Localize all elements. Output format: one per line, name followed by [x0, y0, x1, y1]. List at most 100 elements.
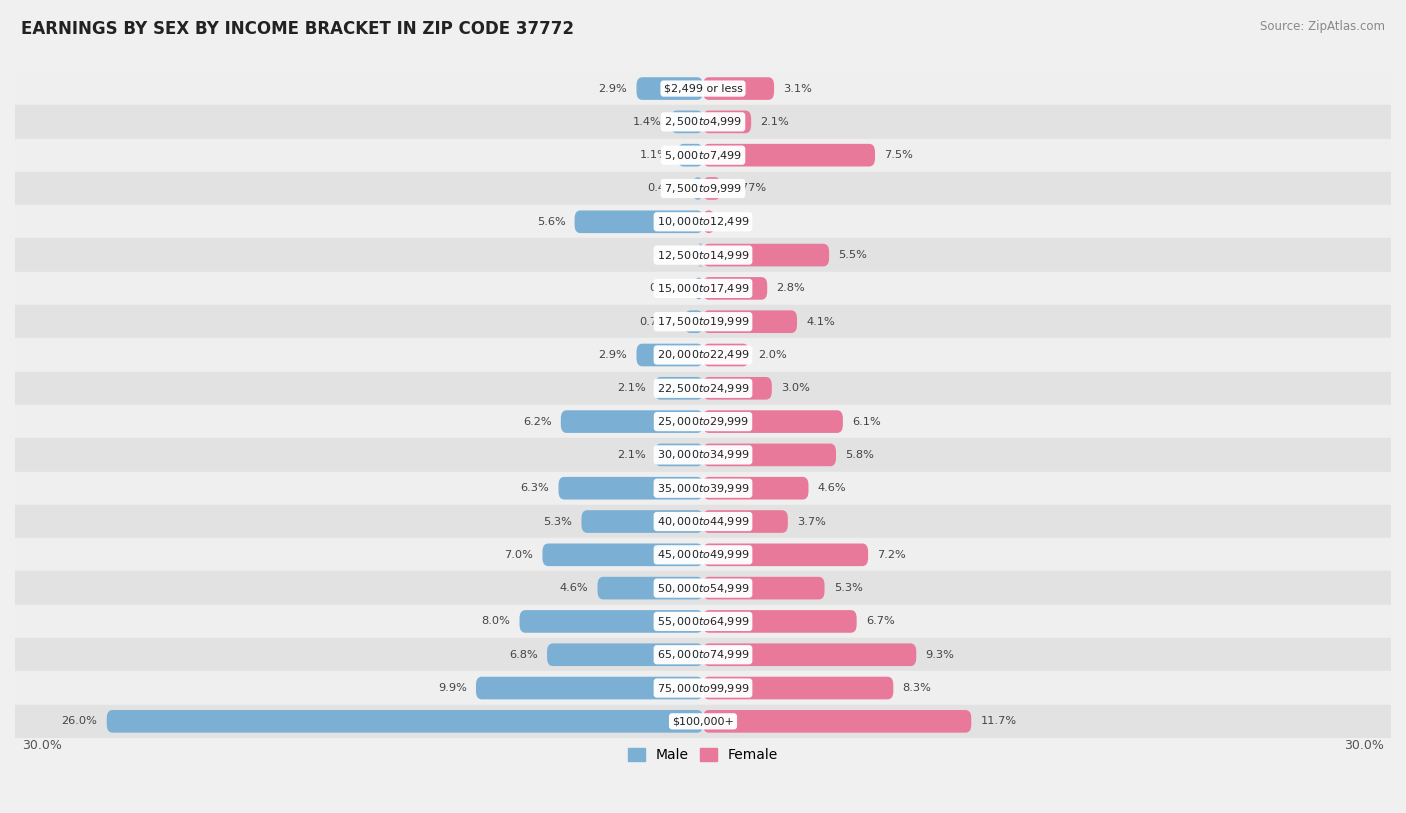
Text: 5.3%: 5.3%	[543, 516, 572, 527]
FancyBboxPatch shape	[703, 544, 868, 566]
Text: 9.3%: 9.3%	[925, 650, 955, 659]
Bar	[15, 538, 1391, 572]
Text: 5.5%: 5.5%	[838, 250, 868, 260]
FancyBboxPatch shape	[703, 710, 972, 733]
FancyBboxPatch shape	[693, 177, 703, 200]
FancyBboxPatch shape	[575, 211, 703, 233]
Bar	[15, 372, 1391, 405]
Bar	[15, 438, 1391, 472]
FancyBboxPatch shape	[703, 477, 808, 499]
FancyBboxPatch shape	[703, 411, 842, 433]
Text: 7.5%: 7.5%	[884, 150, 912, 160]
Text: $22,500 to $24,999: $22,500 to $24,999	[657, 382, 749, 395]
FancyBboxPatch shape	[703, 511, 787, 533]
Text: 7.0%: 7.0%	[505, 550, 533, 560]
Text: $2,500 to $4,999: $2,500 to $4,999	[664, 115, 742, 128]
Text: $15,000 to $17,499: $15,000 to $17,499	[657, 282, 749, 295]
Text: 30.0%: 30.0%	[1344, 739, 1384, 752]
FancyBboxPatch shape	[655, 444, 703, 466]
Text: 6.7%: 6.7%	[866, 616, 894, 627]
Text: 0.5%: 0.5%	[724, 217, 752, 227]
Text: 0.21%: 0.21%	[652, 250, 689, 260]
FancyBboxPatch shape	[695, 277, 703, 300]
Bar	[15, 405, 1391, 438]
Text: $12,500 to $14,999: $12,500 to $14,999	[657, 249, 749, 262]
Text: 2.0%: 2.0%	[758, 350, 787, 360]
Text: $35,000 to $39,999: $35,000 to $39,999	[657, 482, 749, 495]
FancyBboxPatch shape	[582, 511, 703, 533]
Text: 2.9%: 2.9%	[599, 350, 627, 360]
Text: 0.79%: 0.79%	[640, 317, 676, 327]
Text: 2.1%: 2.1%	[617, 450, 645, 460]
FancyBboxPatch shape	[703, 111, 751, 133]
Text: 9.9%: 9.9%	[437, 683, 467, 693]
Text: $5,000 to $7,499: $5,000 to $7,499	[664, 149, 742, 162]
Text: $55,000 to $64,999: $55,000 to $64,999	[657, 615, 749, 628]
Bar	[15, 105, 1391, 138]
Text: $25,000 to $29,999: $25,000 to $29,999	[657, 415, 749, 428]
FancyBboxPatch shape	[655, 377, 703, 400]
Text: 2.1%: 2.1%	[761, 117, 789, 127]
Text: $50,000 to $54,999: $50,000 to $54,999	[657, 581, 749, 594]
Text: $65,000 to $74,999: $65,000 to $74,999	[657, 648, 749, 661]
Text: 6.8%: 6.8%	[509, 650, 538, 659]
Bar	[15, 72, 1391, 105]
Text: 6.1%: 6.1%	[852, 416, 880, 427]
Text: 8.0%: 8.0%	[481, 616, 510, 627]
FancyBboxPatch shape	[703, 277, 768, 300]
Text: 0.45%: 0.45%	[648, 184, 683, 193]
FancyBboxPatch shape	[703, 311, 797, 333]
Bar	[15, 638, 1391, 672]
Bar	[15, 172, 1391, 205]
Text: $2,499 or less: $2,499 or less	[664, 84, 742, 93]
FancyBboxPatch shape	[671, 111, 703, 133]
FancyBboxPatch shape	[637, 77, 703, 100]
FancyBboxPatch shape	[703, 576, 824, 599]
FancyBboxPatch shape	[543, 544, 703, 566]
Text: 5.8%: 5.8%	[845, 450, 875, 460]
FancyBboxPatch shape	[703, 211, 714, 233]
Text: 11.7%: 11.7%	[980, 716, 1017, 726]
FancyBboxPatch shape	[703, 610, 856, 633]
FancyBboxPatch shape	[477, 676, 703, 699]
Text: 3.0%: 3.0%	[780, 383, 810, 393]
Text: 4.6%: 4.6%	[560, 583, 588, 593]
FancyBboxPatch shape	[520, 610, 703, 633]
Bar	[15, 138, 1391, 172]
FancyBboxPatch shape	[107, 710, 703, 733]
Bar	[15, 305, 1391, 338]
FancyBboxPatch shape	[703, 144, 875, 167]
Text: 2.9%: 2.9%	[599, 84, 627, 93]
FancyBboxPatch shape	[697, 244, 704, 267]
FancyBboxPatch shape	[598, 576, 703, 599]
Text: 3.1%: 3.1%	[783, 84, 813, 93]
Text: 2.1%: 2.1%	[617, 383, 645, 393]
FancyBboxPatch shape	[703, 676, 893, 699]
Bar	[15, 605, 1391, 638]
Text: 30.0%: 30.0%	[22, 739, 62, 752]
Text: 0.37%: 0.37%	[650, 284, 685, 293]
FancyBboxPatch shape	[678, 144, 703, 167]
FancyBboxPatch shape	[561, 411, 703, 433]
Text: 6.3%: 6.3%	[520, 483, 550, 493]
Text: 26.0%: 26.0%	[62, 716, 97, 726]
Text: $10,000 to $12,499: $10,000 to $12,499	[657, 215, 749, 228]
Text: $100,000+: $100,000+	[672, 716, 734, 726]
Bar	[15, 272, 1391, 305]
Text: 3.7%: 3.7%	[797, 516, 825, 527]
FancyBboxPatch shape	[703, 177, 721, 200]
Bar	[15, 705, 1391, 738]
Text: $40,000 to $44,999: $40,000 to $44,999	[657, 515, 749, 528]
Text: 2.8%: 2.8%	[776, 284, 806, 293]
Text: 8.3%: 8.3%	[903, 683, 931, 693]
Text: 4.1%: 4.1%	[806, 317, 835, 327]
Text: $45,000 to $49,999: $45,000 to $49,999	[657, 548, 749, 561]
Text: 0.77%: 0.77%	[730, 184, 766, 193]
Text: $30,000 to $34,999: $30,000 to $34,999	[657, 449, 749, 462]
Text: 5.6%: 5.6%	[537, 217, 565, 227]
Text: $17,500 to $19,999: $17,500 to $19,999	[657, 315, 749, 328]
FancyBboxPatch shape	[637, 344, 703, 367]
Text: 6.2%: 6.2%	[523, 416, 551, 427]
Text: 4.6%: 4.6%	[818, 483, 846, 493]
FancyBboxPatch shape	[703, 244, 830, 267]
